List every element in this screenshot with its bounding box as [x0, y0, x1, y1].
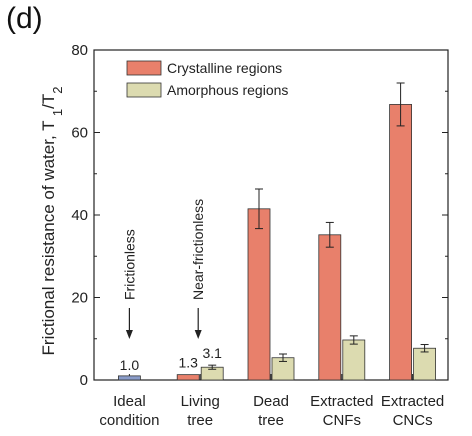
x-tick-label: Ideal: [113, 393, 146, 410]
y-tick-label: 0: [80, 372, 88, 389]
panel-label: (d): [6, 2, 43, 35]
x-tick-label: Living: [181, 393, 220, 410]
data-label-living-amorphous: 3.1: [202, 345, 222, 361]
annotation-near-frictionless: Near-frictionless: [190, 199, 206, 300]
bar-amorphous: [413, 347, 437, 381]
data-label-living-crystalline: 1.3: [178, 355, 198, 371]
y-tick-label: 60: [71, 125, 88, 142]
x-tick-label: CNFs: [323, 412, 361, 429]
annotation-frictionless: Frictionless: [121, 229, 137, 300]
y-axis-label: Frictional resistance of water, T 1/T2: [39, 87, 65, 356]
annotation-arrow-head: [125, 330, 133, 339]
x-tick-label: Extracted: [381, 393, 444, 410]
annotation-arrow-head: [194, 330, 202, 339]
x-tick-label: CNCs: [393, 412, 433, 429]
x-tick-label: tree: [187, 412, 213, 429]
legend-swatch-amorphous: [126, 82, 162, 98]
x-tick-label: Dead: [253, 393, 289, 410]
bar-crystalline: [318, 234, 342, 381]
legend-swatch-crystalline: [126, 60, 162, 76]
data-label-ideal: 1.0: [120, 357, 140, 373]
bars: [118, 82, 437, 381]
bar-ideal: [118, 375, 141, 381]
axes: 0 20 40 60 80 Ideal condition Living tree Dead tre…: [39, 42, 449, 429]
y-tick-label: 20: [71, 290, 88, 307]
labels: 1.0 1.33.1 Frictionless Near-frictionless Cr…: [120, 60, 289, 373]
y-tick-label: 80: [71, 42, 88, 59]
legend-label-amorphous: Amorphous regions: [167, 82, 288, 98]
bar-crystalline: [176, 374, 200, 381]
x-tick-label: Extracted: [310, 393, 373, 410]
x-tick-label: tree: [258, 412, 284, 429]
bar-crystalline: [247, 208, 271, 381]
bar-amorphous: [342, 339, 366, 381]
x-tick-label: condition: [99, 412, 159, 429]
y-tick-label: 40: [71, 207, 88, 224]
legend-label-crystalline: Crystalline regions: [167, 60, 282, 76]
bar-crystalline: [389, 104, 413, 381]
